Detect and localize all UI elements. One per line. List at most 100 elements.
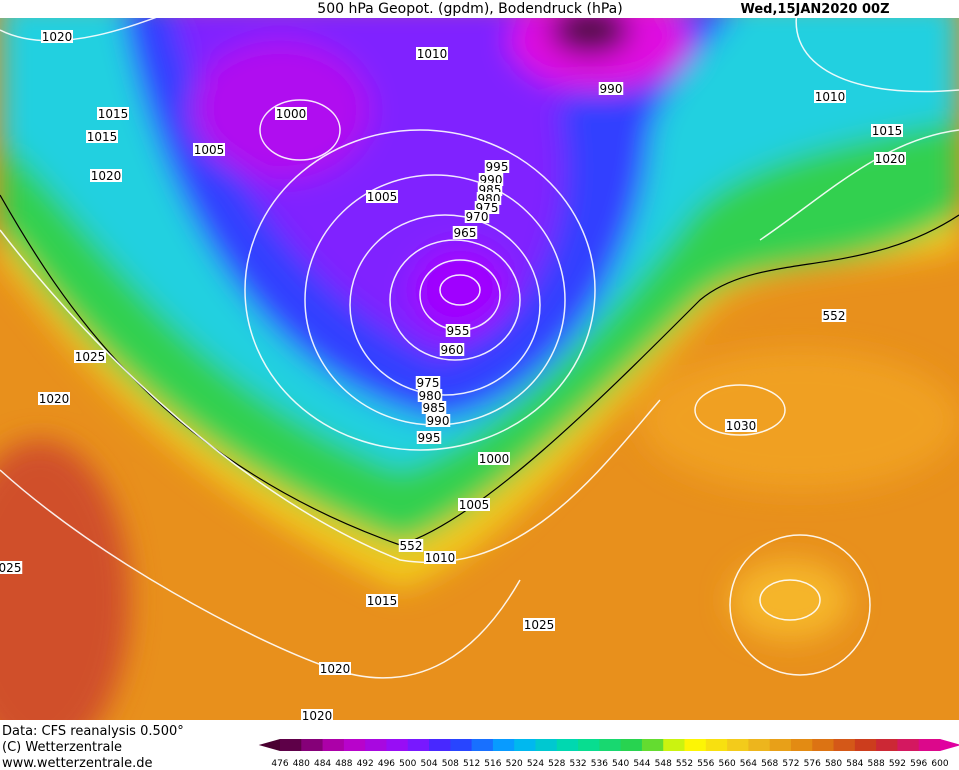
scale-swatch — [429, 739, 451, 751]
isobar-label: 1015 — [87, 130, 118, 144]
scale-swatch — [280, 739, 302, 751]
scale-label: 572 — [782, 759, 799, 769]
map-title: 500 hPa Geopot. (gpdm), Bodendruck (hPa) — [317, 1, 622, 17]
scale-swatch — [663, 739, 686, 751]
scale-label: 544 — [633, 759, 650, 769]
scale-label: 512 — [463, 759, 480, 769]
isobar-label-bg — [97, 107, 129, 120]
isobar-label: 1010 — [417, 47, 448, 61]
scale-label: 492 — [357, 759, 374, 769]
scale-swatch — [535, 739, 558, 751]
scale-swatch — [556, 739, 579, 751]
isobar-label: 1020 — [875, 152, 906, 166]
scale-label: 588 — [868, 759, 885, 769]
scale-end-low — [258, 739, 280, 751]
scale-label: 496 — [378, 759, 395, 769]
isobar-label-bg — [366, 190, 398, 203]
scale-swatch — [918, 739, 941, 751]
isobar-label-bg — [193, 143, 225, 156]
isobar-label: 1005 — [194, 143, 225, 157]
isobar-label: 985 — [423, 401, 446, 415]
isobar-label: 1020 — [42, 30, 73, 44]
isobar-label-bg — [90, 169, 122, 182]
isobar-label: 1020 — [302, 709, 333, 723]
isobar-label-bg — [452, 226, 478, 239]
scale-swatch — [812, 739, 835, 751]
isobar-label: 965 — [454, 226, 477, 240]
scale-label: 592 — [889, 759, 906, 769]
scale-label: 556 — [697, 759, 714, 769]
scale-swatch — [748, 739, 771, 751]
scale-label: 568 — [761, 759, 778, 769]
scale-label: 540 — [612, 759, 629, 769]
isobar-label: 995 — [486, 160, 509, 174]
isobar-label-bg — [301, 709, 333, 722]
scale-swatch — [769, 739, 792, 751]
scale-swatch — [343, 739, 366, 751]
isobar-label: 552 — [400, 539, 423, 553]
isobar-label-bg — [478, 173, 504, 186]
isobar-label: 975 — [417, 376, 440, 390]
scale-label: 600 — [931, 759, 948, 769]
isobar-label: 995 — [418, 431, 441, 445]
isobar-label: 1000 — [276, 107, 307, 121]
isobar-label: 1005 — [367, 190, 398, 204]
scale-swatch — [365, 739, 387, 751]
scale-label: 508 — [442, 759, 459, 769]
color-scale: 476 480 484 488 492 496 500 504 508 512 516 520 524 5… — [258, 739, 959, 769]
map-date: Wed,15JAN2020 00Z — [740, 2, 889, 17]
isobar-label-bg — [416, 47, 448, 60]
isobar-label-bg — [417, 389, 443, 402]
scale-label: 564 — [740, 759, 757, 769]
isobar-label: 1000 — [479, 452, 510, 466]
scale-swatch — [599, 739, 622, 751]
scale-label: 504 — [420, 759, 437, 769]
isobar-label-bg — [598, 82, 624, 95]
scale-label: 560 — [719, 759, 736, 769]
scale-label: 484 — [314, 759, 331, 769]
isobar-label-bg — [523, 618, 555, 631]
isobar-label: 990 — [427, 414, 450, 428]
isobar-label-bg — [0, 561, 23, 574]
isobar-label-bg — [439, 343, 465, 356]
scale-label: 580 — [825, 759, 842, 769]
scale-swatch — [641, 739, 664, 751]
isobar-label-bg — [74, 350, 106, 363]
scale-swatch — [727, 739, 749, 751]
isobar-label: 1030 — [726, 419, 757, 433]
scale-label: 480 — [293, 759, 310, 769]
scale-end-high — [940, 739, 959, 751]
scale-swatch — [684, 739, 707, 751]
scale-swatch — [833, 739, 856, 751]
scale-label: 488 — [335, 759, 352, 769]
isobar-label: 1020 — [91, 169, 122, 183]
isobar-label-bg — [871, 124, 903, 137]
isobar-label-bg — [445, 324, 471, 337]
isobar-label: 025 — [0, 561, 21, 575]
isobar-label: 970 — [466, 210, 489, 224]
scale-swatch — [492, 739, 515, 751]
isobar-label-bg — [424, 551, 456, 564]
scale-label: 548 — [655, 759, 672, 769]
scale-swatch — [705, 739, 728, 751]
isobar-label: 960 — [441, 343, 464, 357]
scale-swatch — [578, 739, 600, 751]
scale-label: 536 — [591, 759, 608, 769]
isobar-label-bg — [478, 452, 510, 465]
scale-label: 524 — [527, 759, 544, 769]
isobar-label-bg — [366, 594, 398, 607]
scale-label: 520 — [506, 759, 523, 769]
isobar-label: 980 — [419, 389, 442, 403]
scale-swatch — [620, 739, 643, 751]
isobar-label-bg — [464, 210, 490, 223]
isobar-label-bg — [416, 431, 442, 444]
scale-swatch — [514, 739, 536, 751]
isobar-label-bg — [275, 107, 307, 120]
scale-label: 584 — [846, 759, 863, 769]
scale-swatch — [386, 739, 409, 751]
isobar-label-bg — [458, 498, 490, 511]
isobar-label-bg — [38, 392, 70, 405]
scale-swatch — [471, 739, 494, 751]
isobar-label: 1015 — [98, 107, 129, 121]
